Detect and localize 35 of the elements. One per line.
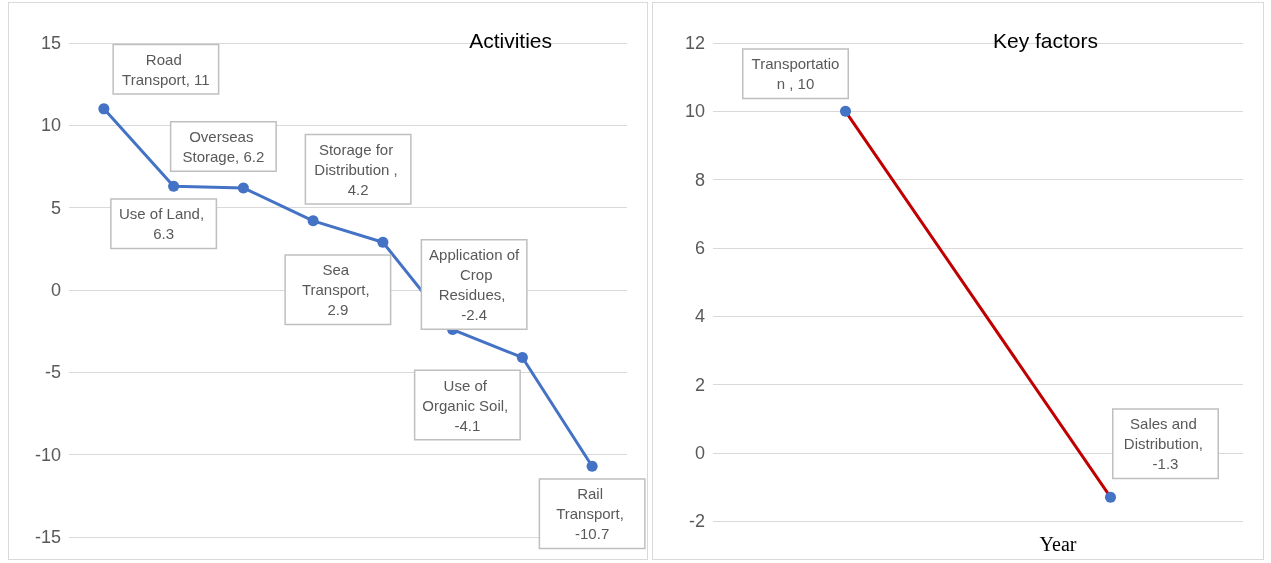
y-tick-label: 10 (684, 101, 705, 122)
y-tick-label: -5 (44, 362, 61, 383)
data-label: Storage for Distribution , 4.2 (314, 140, 402, 198)
point (168, 180, 180, 192)
chart-title: Key factors (992, 29, 1099, 52)
data-label: Transportation , 10 (751, 55, 840, 93)
y-tick-label: -10 (34, 444, 61, 465)
y-tick-label: 6 (694, 237, 705, 258)
data-label: Use of Organic Soil, -4.1 (422, 376, 513, 434)
y-tick-label: -2 (688, 511, 705, 532)
point (516, 352, 528, 364)
data-label: Sales and Distribution, -1.3 (1123, 415, 1208, 473)
point (307, 215, 319, 227)
data-label: Application of Crop Residues, -2.4 (429, 246, 520, 324)
y-tick-label: 12 (684, 33, 705, 53)
point (98, 103, 110, 115)
y-tick-label: 4 (694, 306, 705, 327)
data-label: Sea Transport, 2.9 (301, 261, 374, 319)
y-tick-label: 5 (50, 197, 61, 218)
point (586, 460, 598, 472)
y-tick-label: 15 (40, 33, 61, 53)
point (377, 236, 389, 248)
data-label: Rail Transport, -10.7 (556, 485, 629, 543)
y-tick-label: 0 (50, 280, 61, 300)
y-tick-label: 2 (694, 374, 705, 395)
y-tick-label: 8 (694, 169, 705, 190)
data-label: Use of Land, 6.3 (119, 205, 209, 243)
point (237, 182, 249, 194)
y-tick-label: 0 (694, 442, 705, 463)
chart-title: Activities (469, 29, 553, 52)
data-label: Overseas Storage, 6.2 (182, 127, 265, 165)
x-axis-title: Year (1039, 533, 1077, 555)
y-tick-label: 10 (40, 115, 61, 136)
data-label: Road Transport, 11 (122, 50, 210, 88)
y-tick-label: -15 (34, 527, 61, 547)
